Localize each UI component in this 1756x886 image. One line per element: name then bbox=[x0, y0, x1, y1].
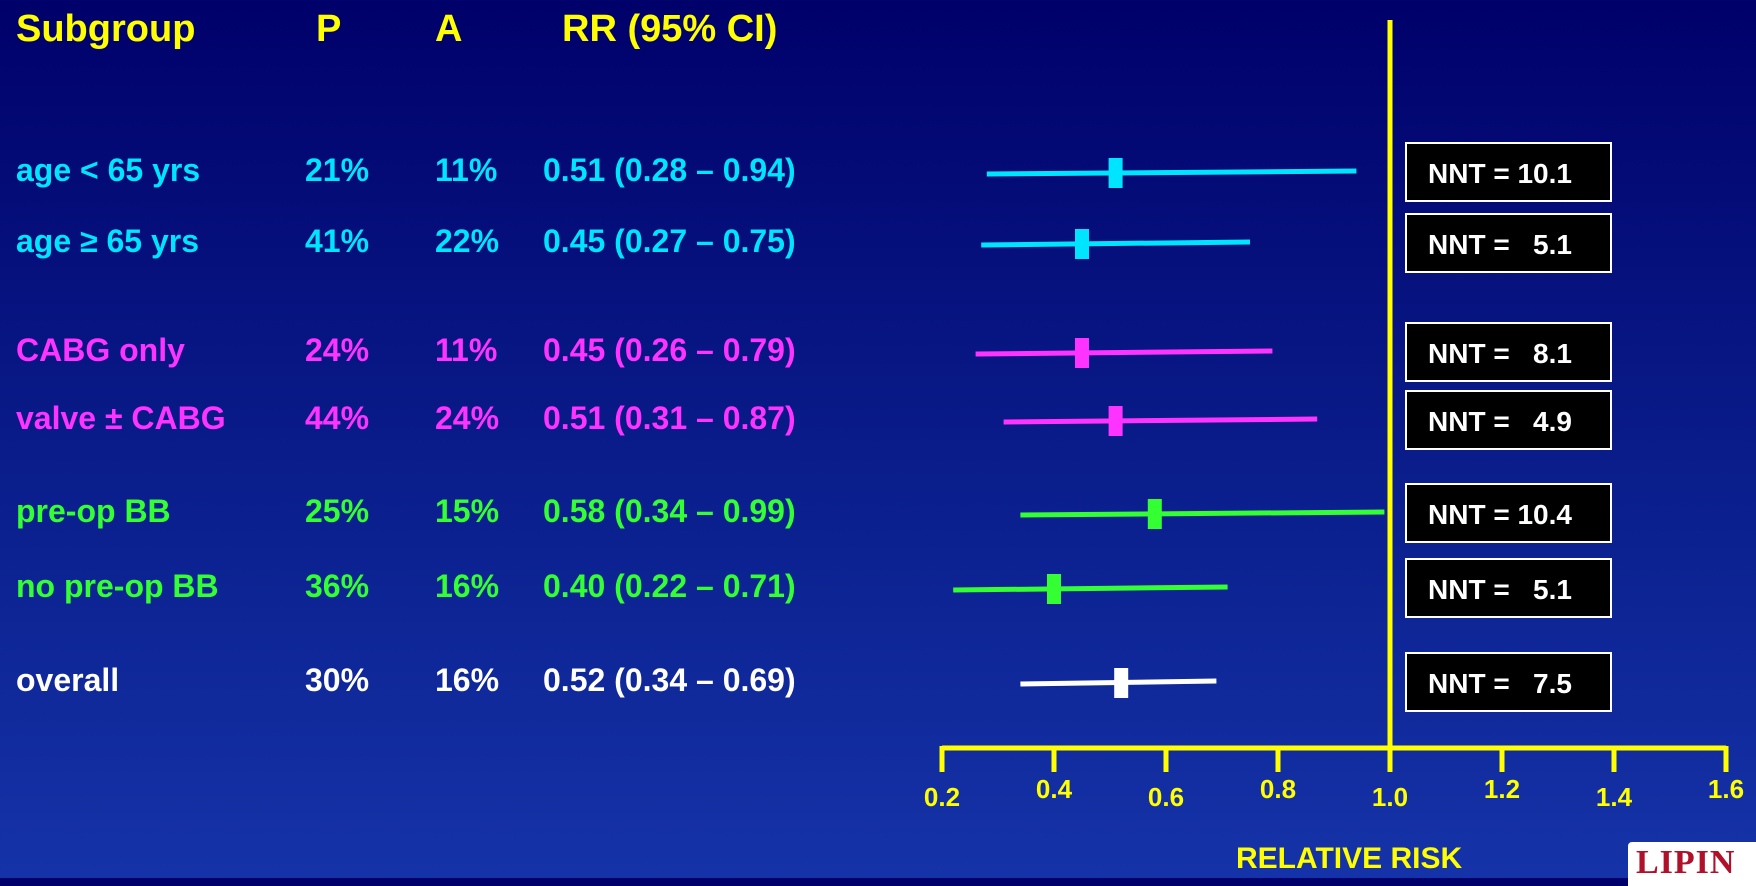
nnt-box bbox=[1405, 322, 1612, 382]
ci-line bbox=[986, 168, 1357, 177]
x-tick-label: 1.6 bbox=[1708, 774, 1744, 804]
row-p: 25% bbox=[305, 493, 370, 529]
row-rr: 0.51 (0.31 – 0.87) bbox=[543, 400, 796, 436]
ci-line bbox=[1003, 416, 1318, 425]
logo-text: LIPIN bbox=[1636, 844, 1736, 881]
row-a: 16% bbox=[435, 568, 500, 604]
ci-line bbox=[953, 584, 1228, 593]
nnt-label: NNT = 10.1 bbox=[1428, 158, 1572, 189]
nnt-label: NNT = 5.1 bbox=[1428, 574, 1572, 605]
publisher-logo: LIPIN bbox=[1628, 842, 1756, 886]
row-a: 24% bbox=[435, 400, 500, 436]
row-a: 22% bbox=[435, 223, 500, 259]
row-label: CABG only bbox=[16, 332, 185, 368]
point-estimate bbox=[1114, 668, 1129, 698]
row-a: 15% bbox=[435, 493, 500, 529]
point-estimate bbox=[1108, 406, 1123, 436]
header-subgroup: Subgroup bbox=[16, 8, 196, 50]
point-estimate bbox=[1075, 229, 1089, 259]
row-p: 44% bbox=[305, 400, 370, 436]
row-rr: 0.52 (0.34 – 0.69) bbox=[543, 662, 796, 698]
point-estimate bbox=[1108, 158, 1123, 188]
row-p: 24% bbox=[305, 332, 370, 368]
nnt-label: NNT = 5.1 bbox=[1428, 229, 1572, 260]
x-tick-label: 0.6 bbox=[1148, 782, 1184, 812]
x-tick-label: 0.8 bbox=[1260, 774, 1296, 804]
row-a: 16% bbox=[435, 662, 500, 698]
nnt-box bbox=[1405, 142, 1612, 202]
header-p: P bbox=[316, 8, 342, 50]
header-rr: RR (95% CI) bbox=[562, 8, 778, 50]
nnt-box bbox=[1405, 652, 1612, 712]
nnt-box bbox=[1405, 390, 1612, 450]
point-estimate bbox=[1047, 574, 1061, 604]
row-rr: 0.51 (0.28 – 0.94) bbox=[543, 152, 796, 188]
row-rr: 0.58 (0.34 – 0.99) bbox=[543, 493, 796, 529]
row-label: pre-op BB bbox=[16, 493, 171, 529]
nnt-label: NNT = 10.4 bbox=[1428, 499, 1572, 530]
x-tick-label: 0.2 bbox=[924, 782, 960, 812]
row-a: 11% bbox=[435, 152, 498, 188]
row-p: 41% bbox=[305, 223, 370, 259]
nnt-label: NNT = 8.1 bbox=[1428, 338, 1572, 369]
row-p: 21% bbox=[305, 152, 370, 188]
x-tick-label: 1.2 bbox=[1484, 774, 1520, 804]
row-p: 36% bbox=[305, 568, 370, 604]
row-label: no pre-op BB bbox=[16, 568, 219, 604]
row-label: overall bbox=[16, 662, 120, 698]
x-axis-title: RELATIVE RISK bbox=[1236, 842, 1463, 875]
row-label: age < 65 yrs bbox=[16, 152, 201, 188]
row-label: age ≥ 65 yrs bbox=[16, 223, 200, 259]
ci-line bbox=[1020, 509, 1385, 518]
row-rr: 0.45 (0.26 – 0.79) bbox=[543, 332, 796, 368]
row-a: 11% bbox=[435, 332, 498, 368]
point-estimate bbox=[1147, 499, 1162, 529]
nnt-box bbox=[1405, 483, 1612, 543]
header-a: A bbox=[435, 8, 463, 50]
row-p: 30% bbox=[305, 662, 370, 698]
ci-line bbox=[981, 239, 1251, 248]
point-estimate bbox=[1075, 338, 1089, 368]
row-rr: 0.40 (0.22 – 0.71) bbox=[543, 568, 796, 604]
row-label: valve ± CABG bbox=[16, 400, 226, 436]
nnt-box bbox=[1405, 558, 1612, 618]
x-tick-label: 0.4 bbox=[1036, 774, 1073, 804]
row-rr: 0.45 (0.27 – 0.75) bbox=[543, 223, 796, 259]
x-tick-label: 1.4 bbox=[1596, 782, 1633, 812]
x-tick-label: 1.0 bbox=[1372, 782, 1408, 812]
ci-line bbox=[975, 348, 1273, 357]
nnt-label: NNT = 7.5 bbox=[1428, 668, 1572, 699]
nnt-box bbox=[1405, 213, 1612, 273]
nnt-label: NNT = 4.9 bbox=[1428, 406, 1572, 437]
